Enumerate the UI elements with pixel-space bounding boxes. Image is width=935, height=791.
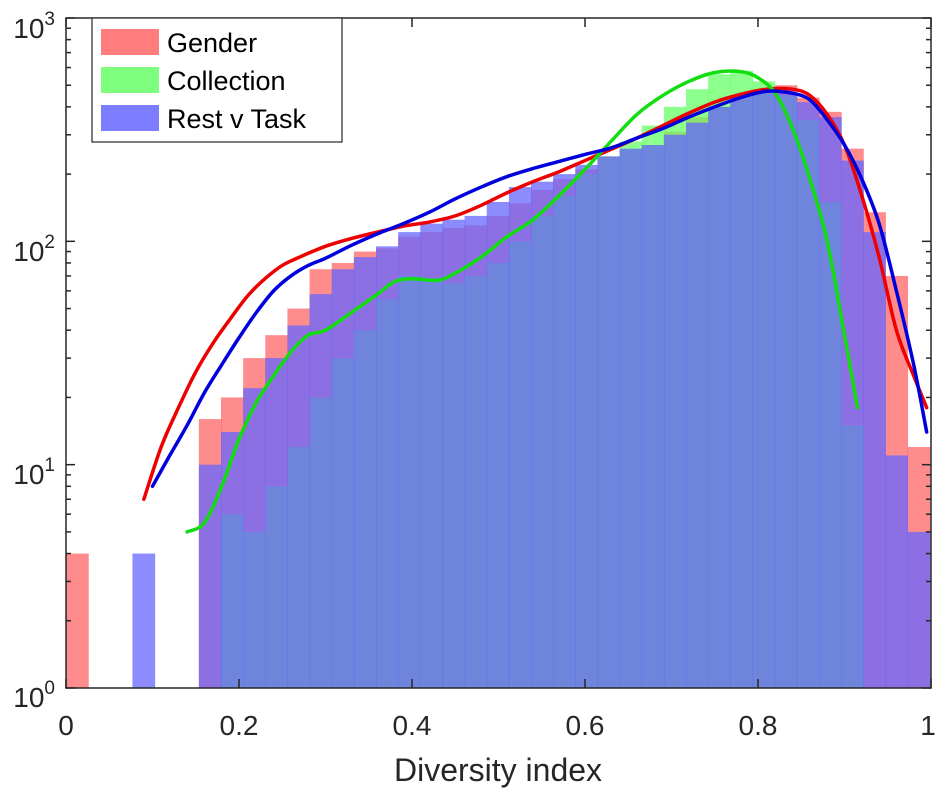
histogram-bar [531, 181, 554, 688]
histogram-bar [309, 294, 333, 688]
histogram-bar [508, 187, 532, 689]
legend-entry-rest-v-task: Rest v Task [101, 104, 307, 134]
y-tick-labels: 100 101 102 103 [13, 9, 55, 713]
histogram-bar [597, 156, 621, 689]
histogram-bar [353, 257, 377, 688]
y-tick-label: 102 [13, 232, 55, 267]
histogram-bar [442, 219, 466, 688]
histogram-bar [686, 122, 709, 688]
histogram-bar [796, 102, 820, 688]
histogram-bar [575, 164, 599, 689]
histogram-bar [730, 95, 754, 688]
histogram-bar [818, 117, 842, 689]
x-tick-label: 1 [920, 710, 935, 741]
x-tick-label: 0.2 [220, 710, 259, 741]
histogram-bar [420, 223, 444, 688]
histogram-bar [243, 388, 266, 688]
legend-entry-collection: Collection [101, 66, 286, 96]
legend-label-collection: Collection [167, 66, 286, 96]
histogram-bar [464, 215, 488, 688]
x-tick-labels: 0 0.2 0.4 0.6 0.8 1 [58, 710, 935, 741]
histogram-bar [132, 553, 156, 688]
histogram-bar [66, 553, 89, 688]
bars-series-2 [132, 89, 931, 689]
histogram-bar [331, 269, 355, 688]
density-curves [142, 69, 929, 534]
histogram-bars [66, 70, 931, 689]
x-axis-label: Diversity index [394, 752, 602, 788]
density-curve-series-0 [142, 86, 929, 502]
histogram-bar [708, 106, 731, 689]
histogram-bar [287, 325, 311, 688]
histogram-bar [553, 174, 576, 689]
histogram-bar [376, 246, 399, 688]
legend-label-rest-v-task: Rest v Task [167, 104, 307, 134]
histogram-bar [619, 148, 643, 688]
x-tick-label: 0.4 [393, 710, 432, 741]
density-curve-series-2 [150, 89, 929, 489]
legend-swatch-gender [101, 29, 159, 55]
histogram-bar [907, 531, 931, 688]
histogram-bar [752, 91, 776, 689]
x-tick-label: 0.8 [739, 710, 778, 741]
histogram-bar [398, 232, 421, 688]
y-tick-label: 103 [13, 9, 55, 44]
histogram-bar [863, 232, 886, 688]
y-tick-label: 100 [13, 678, 55, 713]
legend-swatch-collection [101, 67, 159, 93]
legend: Gender Collection Rest v Task [91, 17, 343, 143]
axis-ticks [65, 17, 932, 689]
axes-box [65, 17, 932, 689]
x-tick-label: 0 [58, 710, 74, 741]
histogram-bar [641, 145, 665, 688]
histogram-bar [774, 89, 798, 688]
legend-entry-gender: Gender [101, 28, 257, 58]
histogram-bar [265, 358, 289, 688]
x-tick-label: 0.6 [566, 710, 605, 741]
y-tick-label: 101 [13, 455, 55, 490]
legend-swatch-rest-v-task [101, 105, 159, 131]
histogram-bar [221, 432, 244, 688]
histogram-bar [885, 455, 909, 688]
histogram-bar [486, 202, 510, 688]
histogram-bar [663, 134, 687, 688]
plot-area [65, 17, 932, 689]
legend-label-gender: Gender [167, 28, 257, 58]
density-curve-series-1 [185, 69, 860, 534]
histogram-bar [841, 160, 864, 689]
